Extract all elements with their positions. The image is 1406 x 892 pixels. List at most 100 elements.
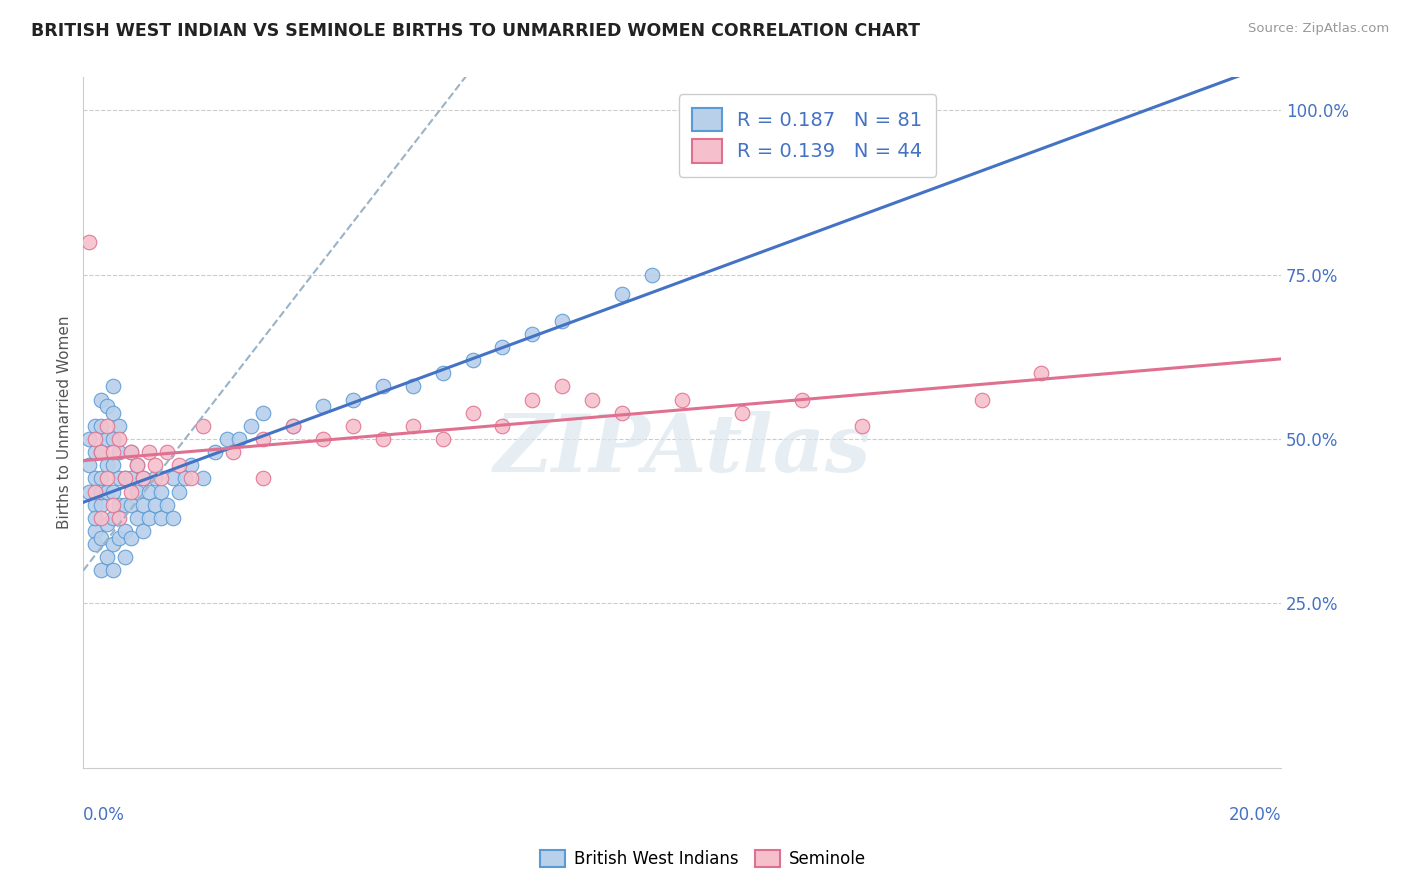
- Point: [90, 511, 112, 525]
- Point: [180, 471, 202, 485]
- Point: [612, 287, 634, 301]
- Point: [790, 392, 813, 407]
- Point: [551, 379, 574, 393]
- Point: [96, 399, 118, 413]
- Point: [103, 564, 125, 578]
- Point: [108, 445, 131, 459]
- Point: [120, 445, 142, 459]
- Point: [103, 498, 125, 512]
- Point: [103, 379, 125, 393]
- Point: [120, 445, 142, 459]
- Point: [156, 498, 179, 512]
- Point: [114, 498, 136, 512]
- Point: [103, 537, 125, 551]
- Point: [114, 471, 136, 485]
- Point: [84, 537, 107, 551]
- Point: [342, 392, 364, 407]
- Point: [96, 458, 118, 473]
- Point: [138, 511, 160, 525]
- Point: [90, 418, 112, 433]
- Text: 20.0%: 20.0%: [1229, 805, 1281, 823]
- Point: [252, 471, 274, 485]
- Point: [120, 484, 142, 499]
- Point: [174, 471, 197, 485]
- Point: [120, 471, 142, 485]
- Point: [108, 432, 131, 446]
- Point: [432, 432, 454, 446]
- Point: [215, 432, 238, 446]
- Point: [84, 418, 107, 433]
- Point: [77, 432, 100, 446]
- Point: [90, 445, 112, 459]
- Point: [103, 432, 125, 446]
- Point: [143, 498, 166, 512]
- Point: [180, 458, 202, 473]
- Point: [252, 432, 274, 446]
- Point: [281, 418, 304, 433]
- Point: [150, 471, 173, 485]
- Point: [143, 458, 166, 473]
- Point: [114, 471, 136, 485]
- Point: [461, 406, 484, 420]
- Point: [84, 524, 107, 538]
- Point: [671, 392, 693, 407]
- Point: [371, 379, 394, 393]
- Point: [84, 445, 107, 459]
- Point: [114, 550, 136, 565]
- Point: [96, 418, 118, 433]
- Point: [103, 458, 125, 473]
- Point: [581, 392, 603, 407]
- Point: [77, 235, 100, 249]
- Point: [371, 432, 394, 446]
- Point: [90, 564, 112, 578]
- Text: 0.0%: 0.0%: [83, 805, 125, 823]
- Point: [127, 458, 149, 473]
- Legend: British West Indians, Seminole: British West Indians, Seminole: [534, 843, 872, 875]
- Point: [96, 432, 118, 446]
- Point: [1031, 366, 1053, 380]
- Point: [491, 340, 513, 354]
- Point: [96, 471, 118, 485]
- Point: [167, 484, 190, 499]
- Point: [127, 458, 149, 473]
- Point: [90, 531, 112, 545]
- Point: [84, 484, 107, 499]
- Point: [84, 511, 107, 525]
- Point: [143, 471, 166, 485]
- Point: [312, 399, 335, 413]
- Point: [461, 353, 484, 368]
- Point: [432, 366, 454, 380]
- Point: [103, 445, 125, 459]
- Point: [522, 392, 544, 407]
- Point: [132, 471, 155, 485]
- Point: [108, 418, 131, 433]
- Point: [731, 406, 754, 420]
- Point: [222, 445, 245, 459]
- Point: [120, 498, 142, 512]
- Point: [114, 524, 136, 538]
- Point: [84, 471, 107, 485]
- Point: [252, 406, 274, 420]
- Point: [191, 471, 214, 485]
- Point: [108, 498, 131, 512]
- Legend: R = 0.187   N = 81, R = 0.139   N = 44: R = 0.187 N = 81, R = 0.139 N = 44: [679, 94, 936, 177]
- Point: [401, 418, 423, 433]
- Text: Source: ZipAtlas.com: Source: ZipAtlas.com: [1249, 22, 1389, 36]
- Point: [90, 498, 112, 512]
- Point: [522, 326, 544, 341]
- Text: ZIPAtlas: ZIPAtlas: [494, 411, 870, 489]
- Point: [96, 550, 118, 565]
- Point: [150, 484, 173, 499]
- Point: [132, 471, 155, 485]
- Point: [641, 268, 664, 282]
- Point: [138, 484, 160, 499]
- Point: [132, 498, 155, 512]
- Point: [162, 471, 184, 485]
- Point: [150, 511, 173, 525]
- Point: [90, 445, 112, 459]
- Point: [228, 432, 250, 446]
- Point: [84, 498, 107, 512]
- Point: [612, 406, 634, 420]
- Point: [156, 445, 179, 459]
- Point: [96, 517, 118, 532]
